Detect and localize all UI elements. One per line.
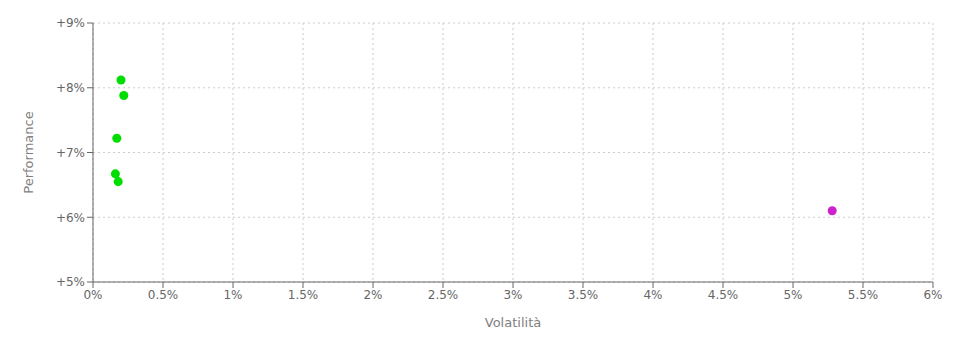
svg-text:+7%: +7% bbox=[56, 146, 85, 160]
svg-text:1%: 1% bbox=[223, 288, 242, 302]
svg-text:6%: 6% bbox=[923, 288, 942, 302]
svg-text:0.5%: 0.5% bbox=[148, 288, 179, 302]
svg-text:4.5%: 4.5% bbox=[708, 288, 739, 302]
svg-text:+9%: +9% bbox=[56, 16, 85, 30]
svg-text:3.5%: 3.5% bbox=[568, 288, 599, 302]
svg-text:Performance: Performance bbox=[21, 111, 36, 193]
svg-text:5.5%: 5.5% bbox=[848, 288, 879, 302]
svg-text:2%: 2% bbox=[363, 288, 382, 302]
svg-text:1.5%: 1.5% bbox=[288, 288, 319, 302]
svg-text:5%: 5% bbox=[783, 288, 802, 302]
svg-text:4%: 4% bbox=[643, 288, 662, 302]
svg-text:Volatilità: Volatilità bbox=[485, 315, 541, 330]
svg-text:0%: 0% bbox=[83, 288, 102, 302]
svg-text:+8%: +8% bbox=[56, 81, 85, 95]
svg-text:+6%: +6% bbox=[56, 211, 85, 225]
svg-text:2.5%: 2.5% bbox=[428, 288, 459, 302]
svg-text:+5%: +5% bbox=[56, 275, 85, 289]
svg-text:3%: 3% bbox=[503, 288, 522, 302]
